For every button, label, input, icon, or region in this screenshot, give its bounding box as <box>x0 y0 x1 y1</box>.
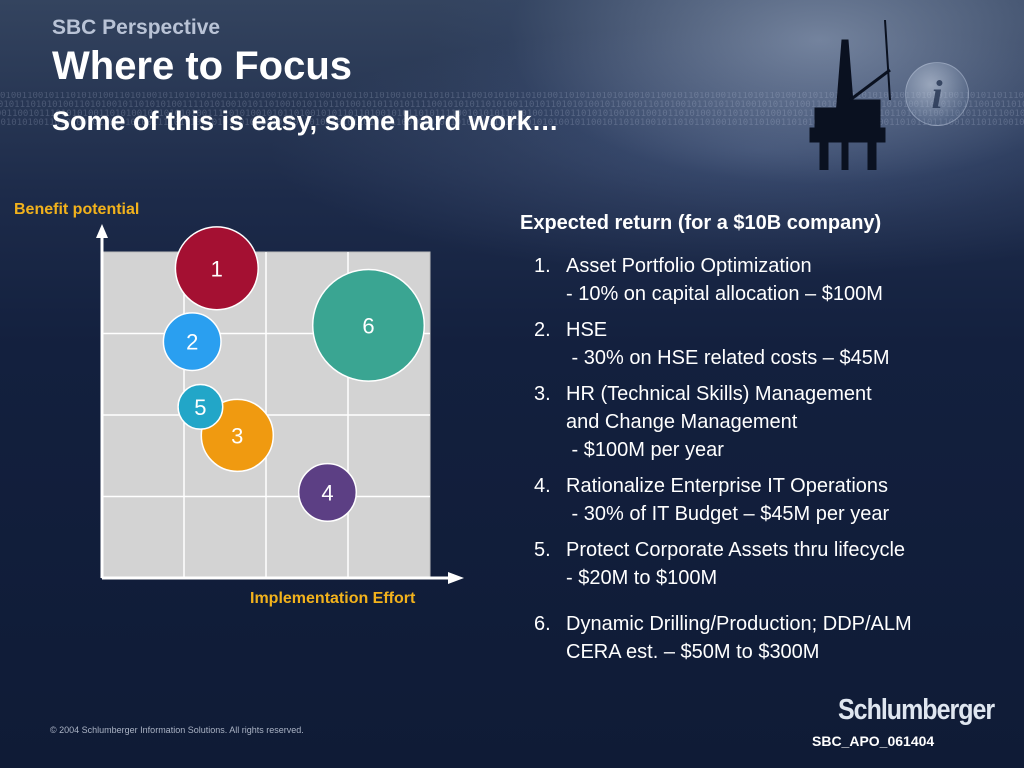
return-item-number: 2. <box>534 319 551 341</box>
return-item-number: 1. <box>534 255 551 277</box>
document-id: SBC_APO_061404 <box>812 733 935 749</box>
page-title: Where to Focus <box>52 44 353 88</box>
oil-rig-icon <box>809 19 891 170</box>
effort-benefit-matrix: 1 2 3 4 5 6 <box>96 224 464 584</box>
return-item-number: 5. <box>534 539 551 561</box>
return-item-line: - 30% on HSE related costs – $45M <box>566 347 890 369</box>
bubble-label: 2 <box>186 330 198 355</box>
return-item-line: Asset Portfolio Optimization <box>566 255 812 277</box>
return-item-line: - 30% of IT Budget – $45M per year <box>566 503 890 525</box>
return-item-line: - $20M to $100M <box>566 567 718 589</box>
return-item-line: CERA est. – $50M to $300M <box>566 641 820 663</box>
expected-return-heading: Expected return (for a $10B company) <box>520 212 882 234</box>
schlumberger-logo: Schlumberger <box>838 693 995 727</box>
binary-overlay: 0100110010111010101001101010010110101010… <box>0 92 1024 128</box>
return-item-line: Dynamic Drilling/Production; DDP/ALM <box>566 613 912 635</box>
info-icon: i <box>905 62 969 126</box>
x-axis-label: Implementation Effort <box>250 590 416 607</box>
copyright-text: © 2004 Schlumberger Information Solution… <box>50 725 304 735</box>
bubble-label: 6 <box>362 313 374 338</box>
return-item-number: 6. <box>534 613 551 635</box>
return-item-line: HR (Technical Skills) Management <box>566 383 872 405</box>
bubble-label: 3 <box>231 423 243 448</box>
bubble-label: 1 <box>211 256 223 281</box>
return-item-line: Protect Corporate Assets thru lifecycle <box>566 539 906 561</box>
expected-return-panel: Expected return (for a $10B company) 1. A… <box>520 212 1010 663</box>
bubble-1 <box>174 226 259 311</box>
bubble-5 <box>177 383 224 430</box>
y-axis-label: Benefit potential <box>14 201 140 218</box>
y-axis-arrow <box>96 224 108 238</box>
kicker-label: SBC Perspective <box>52 16 221 39</box>
bubble-label: 4 <box>321 480 333 505</box>
return-item-line: - $100M per year <box>566 439 724 461</box>
bubble-2 <box>162 312 222 372</box>
return-item-line: - 10% on capital allocation – $100M <box>566 283 883 305</box>
return-item-number: 3. <box>534 383 551 405</box>
bubble-4 <box>297 462 358 522</box>
return-item-line: HSE <box>566 319 608 341</box>
page-subtitle: Some of this is easy, some hard work… <box>52 106 559 136</box>
x-axis-arrow <box>448 572 464 584</box>
return-item-line: and Change Management <box>566 411 798 433</box>
return-item-number: 4. <box>534 475 551 497</box>
bubble-label: 5 <box>194 395 206 420</box>
bubble-6 <box>311 268 426 382</box>
return-item-line: Rationalize Enterprise IT Operations <box>566 475 889 497</box>
